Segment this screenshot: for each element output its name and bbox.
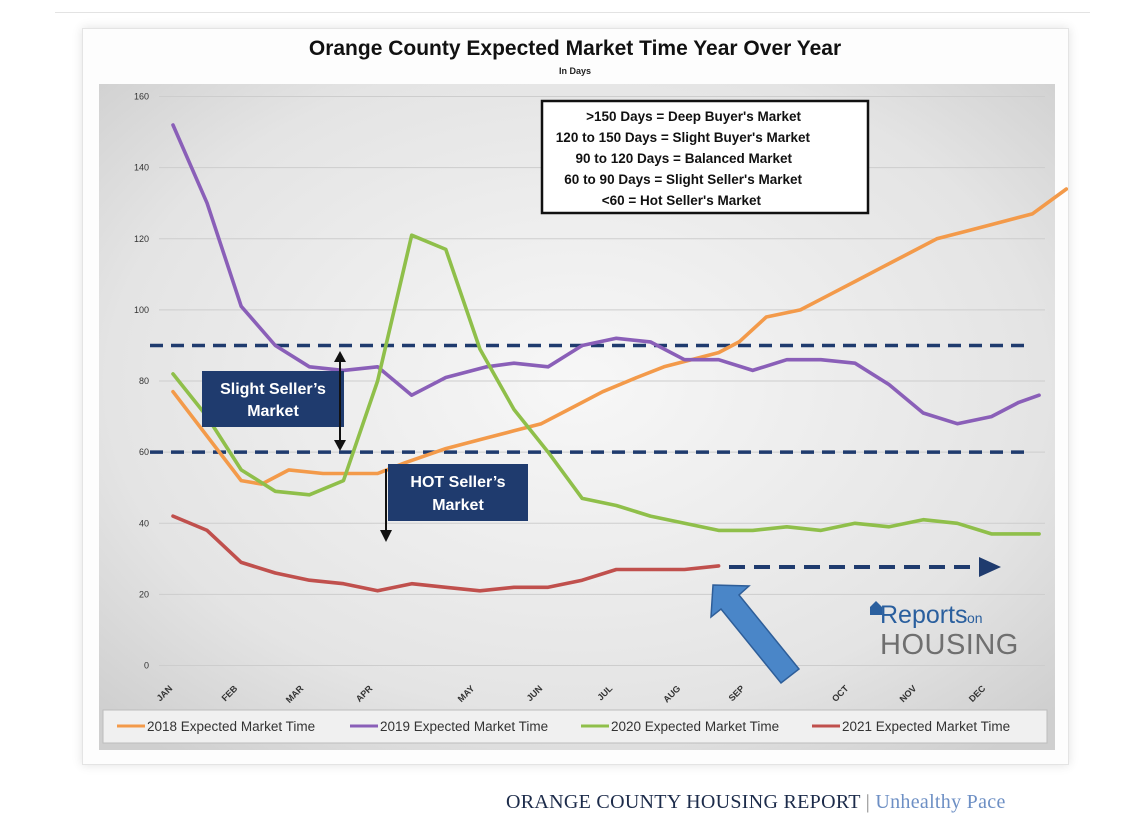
callout-double-arrow-down-head	[334, 440, 346, 451]
big-blue-arrow	[710, 584, 801, 685]
y-tick-160: 160	[134, 92, 149, 102]
y-tick-20: 20	[139, 589, 149, 599]
chart-svg: Orange County Expected Market Time Year …	[83, 29, 1068, 764]
callout-double-arrow-up-head	[334, 351, 346, 362]
forward-dashed-arrow-head	[979, 557, 1001, 577]
y-tick-100: 100	[134, 305, 149, 315]
top-divider	[55, 12, 1090, 13]
annotations: Slight Seller’s Market HOT Seller’s Market	[202, 351, 1001, 685]
footer-separator: |	[865, 791, 871, 813]
legend-label-4: 2021 Expected Market Time	[842, 719, 1010, 734]
footer: ORANGE COUNTY HOUSING REPORT | Unhealthy…	[506, 791, 1006, 814]
key-line-1: >150 Days = Deep Buyer's Market	[586, 109, 801, 124]
callout-slight-seller-text-1: Slight Seller’s	[220, 381, 326, 398]
key-line-4: 60 to 90 Days = Slight Seller's Market	[564, 172, 802, 187]
key-line-5: <60 = Hot Seller's Market	[602, 193, 762, 208]
chart-subtitle: In Days	[559, 66, 591, 76]
callout-hot-seller-text-2: Market	[432, 497, 484, 514]
series-line-3	[171, 233, 1041, 536]
legend-label-1: 2018 Expected Market Time	[147, 719, 315, 734]
series-line-1	[171, 187, 1068, 486]
callout-hot-seller-box	[388, 464, 528, 521]
reports-on-housing-logo: Reports on HOUSING	[870, 601, 1019, 661]
market-key-box: >150 Days = Deep Buyer's Market 120 to 15…	[540, 99, 870, 215]
chart-card: Orange County Expected Market Time Year …	[82, 28, 1069, 765]
footer-title: ORANGE COUNTY HOUSING REPORT	[506, 791, 861, 813]
y-tick-0: 0	[144, 661, 149, 671]
series-line-2	[171, 123, 1041, 426]
legend-label-3: 2020 Expected Market Time	[611, 719, 779, 734]
series-lines	[171, 123, 1068, 593]
logo-reports: Reports	[880, 601, 968, 629]
y-tick-labels: 0 20 40 60 80 100 120 140 160	[134, 92, 149, 671]
footer-subtitle: Unhealthy Pace	[875, 791, 1006, 813]
y-tick-80: 80	[139, 376, 149, 386]
callout-slight-seller-box	[202, 371, 344, 427]
logo-housing: HOUSING	[880, 629, 1019, 661]
key-line-3: 90 to 120 Days = Balanced Market	[576, 151, 793, 166]
logo-on: on	[967, 610, 983, 626]
series-line-4	[171, 514, 721, 593]
legend-label-2: 2019 Expected Market Time	[380, 719, 548, 734]
house-icon	[870, 601, 882, 615]
key-line-2: 120 to 150 Days = Slight Buyer's Market	[556, 130, 811, 145]
y-tick-60: 60	[139, 447, 149, 457]
callout-down-arrow-head	[380, 530, 392, 542]
legend-frame	[102, 709, 1048, 744]
y-tick-120: 120	[134, 234, 149, 244]
callout-hot-seller-text-1: HOT Seller’s	[410, 474, 505, 491]
callout-slight-seller-text-2: Market	[247, 403, 299, 420]
y-tick-40: 40	[139, 518, 149, 528]
legend: 2018 Expected Market Time 2019 Expected M…	[102, 709, 1048, 744]
key-box-frame	[540, 99, 870, 215]
chart-title: Orange County Expected Market Time Year …	[309, 37, 841, 60]
y-tick-140: 140	[134, 163, 149, 173]
